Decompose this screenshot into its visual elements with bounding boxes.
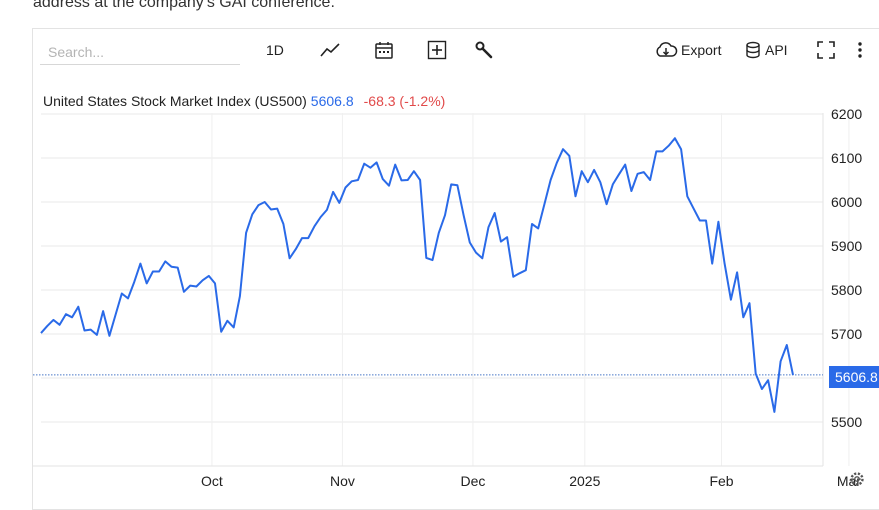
interval-button[interactable]: 1D	[266, 39, 284, 61]
more-options-button[interactable]	[856, 39, 864, 61]
export-label: Export	[681, 42, 722, 58]
cloud-download-icon	[656, 42, 678, 57]
x-tick-label: Feb	[709, 473, 733, 489]
x-tick-label: 2025	[569, 473, 600, 489]
series-line	[40, 137, 794, 413]
fullscreen-icon	[817, 41, 835, 59]
settings-tools-button[interactable]	[474, 39, 494, 61]
y-tick-label: 5700	[831, 326, 862, 342]
y-tick-label: 6000	[831, 194, 862, 210]
chart-title: United States Stock Market Index (US500)…	[43, 93, 445, 109]
y-tick-label: 5500	[831, 414, 862, 430]
search-input[interactable]	[40, 39, 240, 65]
api-button[interactable]: API	[745, 39, 788, 61]
database-icon	[746, 41, 760, 59]
gear-icon[interactable]	[848, 470, 866, 488]
y-tick-label: 6100	[831, 150, 862, 166]
add-indicator-button[interactable]	[427, 39, 447, 61]
current-price-tag: 5606.8	[829, 366, 879, 388]
line-chart-icon	[320, 43, 340, 57]
fullscreen-button[interactable]	[816, 39, 836, 61]
interval-label: 1D	[266, 42, 284, 58]
y-tick-label: 5800	[831, 282, 862, 298]
chart-type-button[interactable]	[320, 39, 340, 61]
api-label: API	[765, 42, 788, 58]
chart-toolbar: 1D	[33, 29, 879, 71]
date-range-button[interactable]	[374, 39, 394, 61]
y-tick-label: 5900	[831, 238, 862, 254]
more-vertical-icon	[858, 42, 862, 58]
add-indicator-icon	[427, 40, 447, 60]
article-intro-text: address at the company's GAI conference.	[33, 0, 335, 11]
x-tick-label: Dec	[460, 473, 485, 489]
wrench-icon	[475, 41, 493, 59]
symbol-name: United States Stock Market Index (US500)	[43, 93, 307, 109]
chart-widget: 1D	[32, 28, 879, 510]
export-button[interactable]: Export	[654, 39, 721, 61]
x-tick-label: Oct	[201, 473, 223, 489]
price-change: -68.3 (-1.2%)	[363, 93, 446, 109]
y-tick-label: 6200	[831, 106, 862, 122]
calendar-icon	[375, 42, 393, 59]
last-price: 5606.8	[310, 93, 354, 109]
price-chart[interactable]: Oct Nov Dec 2025 Feb Mar620061006000590058005…	[33, 29, 879, 505]
x-tick-label: Nov	[330, 473, 355, 489]
